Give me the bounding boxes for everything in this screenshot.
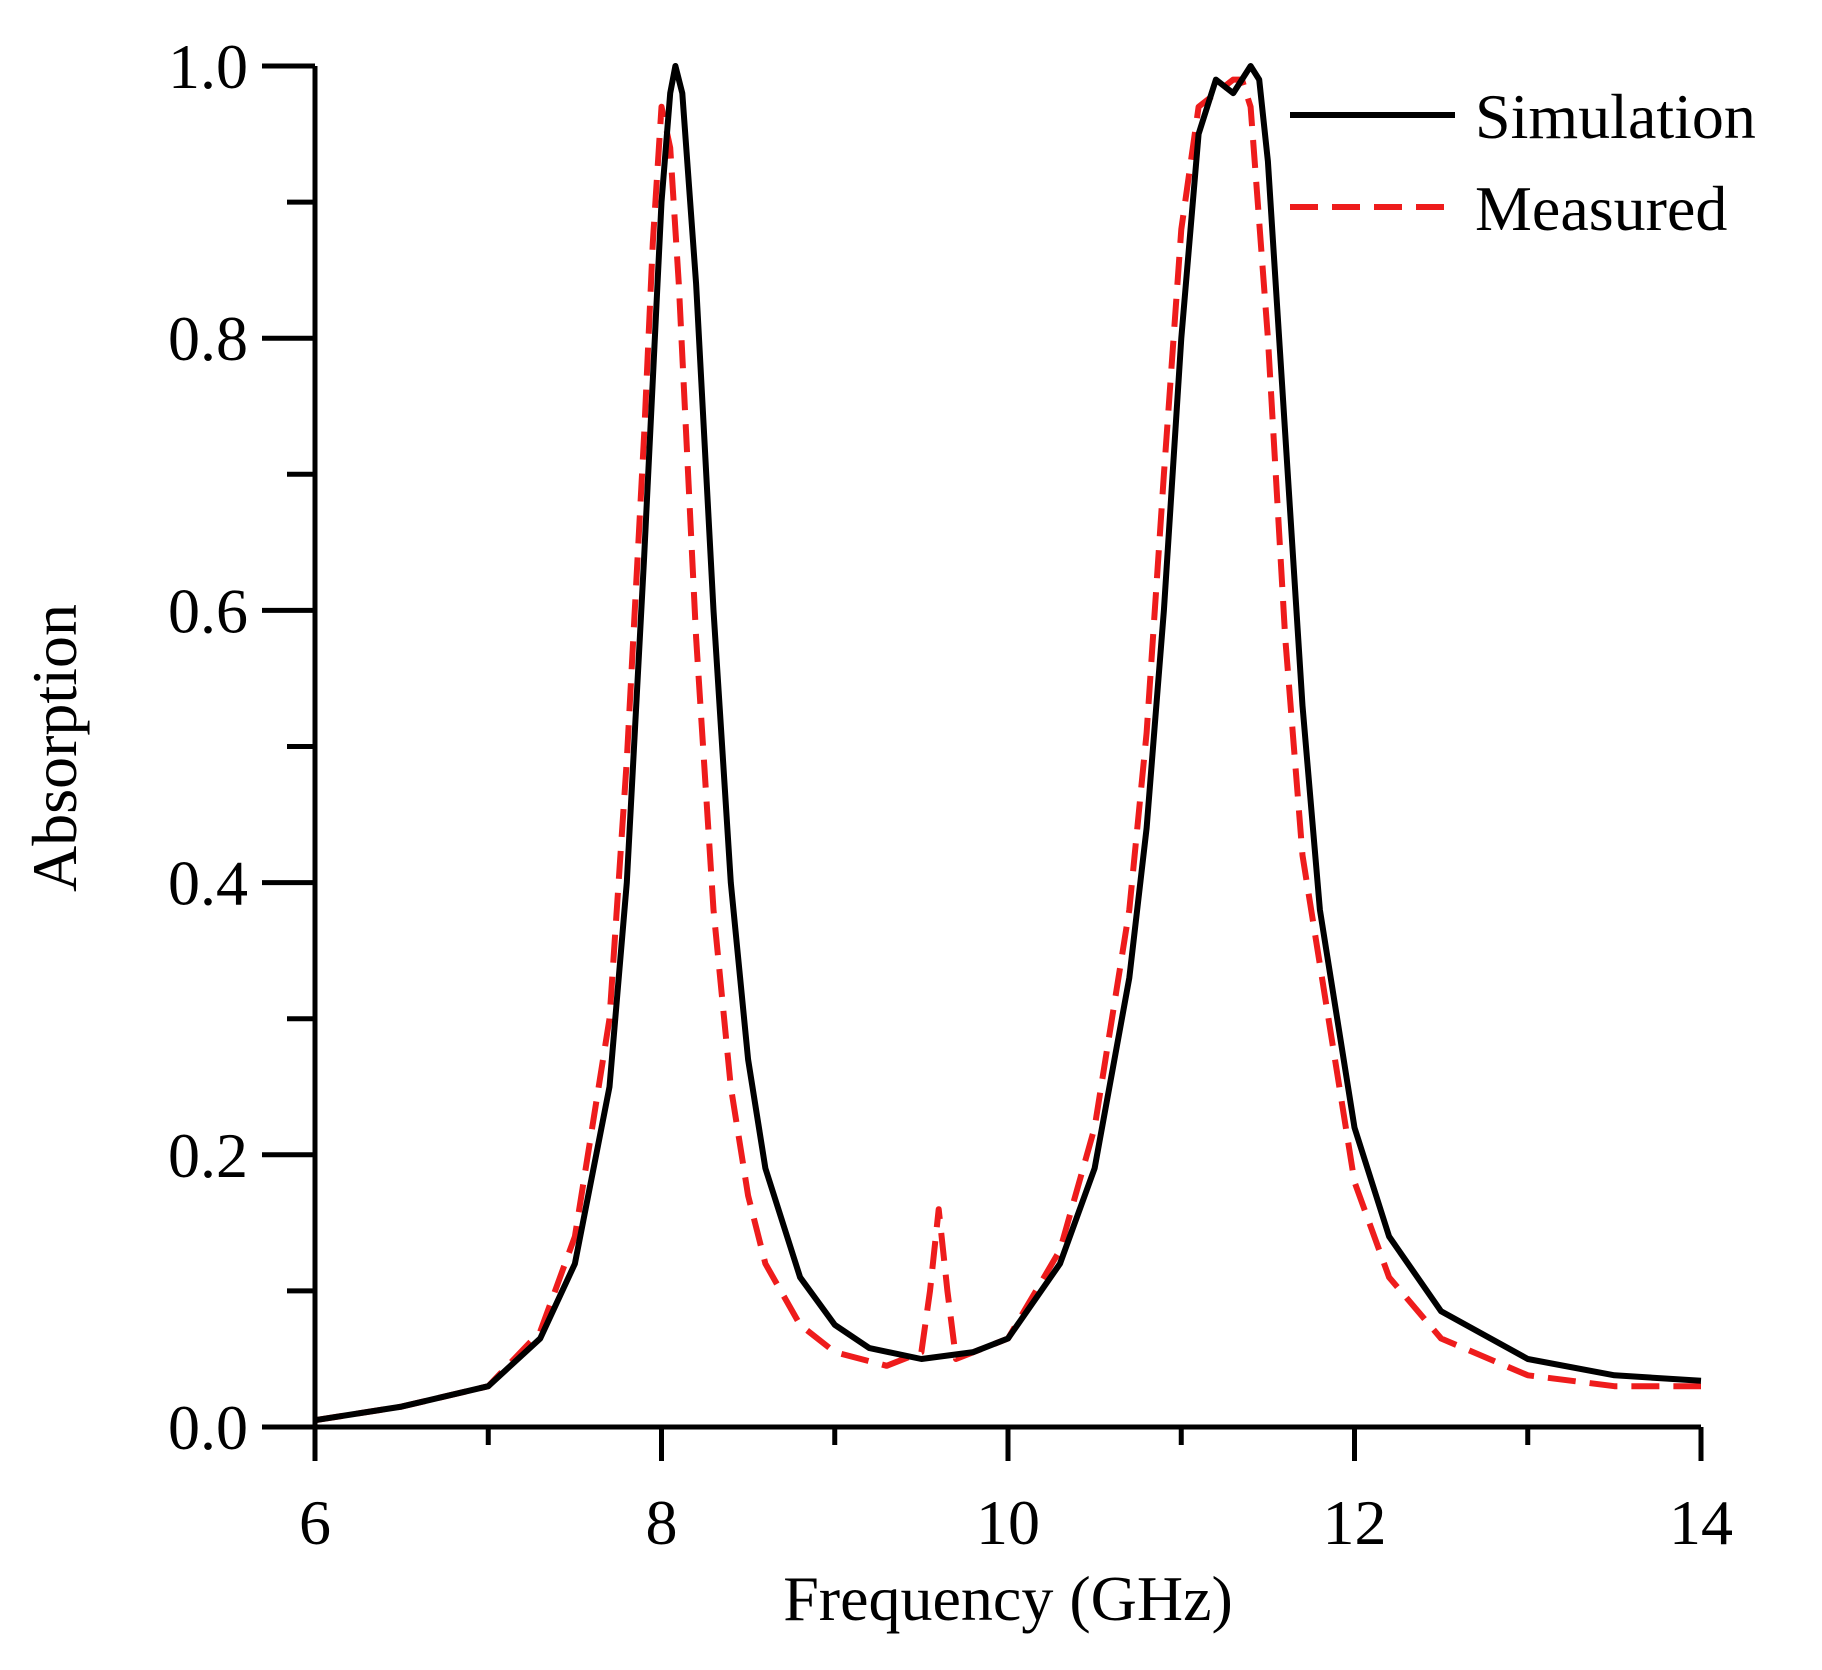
series-line-simulation	[314, 63, 1702, 1424]
x-axis-title: Frequency (GHz)	[783, 1563, 1233, 1634]
x-tick-label: 14	[1669, 1487, 1733, 1558]
x-tick-label: 8	[646, 1487, 678, 1558]
y-tick-label: 0.4	[168, 848, 248, 919]
y-tick-label: 0.2	[168, 1120, 248, 1191]
y-tick-label: 0.6	[168, 575, 248, 646]
y-tick-label: 0.8	[168, 303, 248, 374]
tick-labels: 6 8 10 12 14 0.0 0.2 0.4 0.6 0.8 1.0	[168, 31, 1733, 1558]
y-tick-label: 0.0	[168, 1392, 248, 1463]
legend-label-measured: Measured	[1475, 173, 1727, 244]
legend-label-simulation: Simulation	[1475, 81, 1756, 152]
x-tick-label: 12	[1323, 1487, 1387, 1558]
series-line-measured	[314, 76, 1701, 1424]
plot-curves	[314, 63, 1702, 1424]
legend: Simulation Measured	[1290, 81, 1756, 244]
y-axis-title: Absorption	[19, 604, 90, 892]
ticks	[262, 63, 1704, 1461]
x-tick-label: 10	[976, 1487, 1040, 1558]
x-tick-label: 6	[299, 1487, 331, 1558]
y-tick-label: 1.0	[168, 31, 248, 102]
axes	[262, 66, 1701, 1430]
